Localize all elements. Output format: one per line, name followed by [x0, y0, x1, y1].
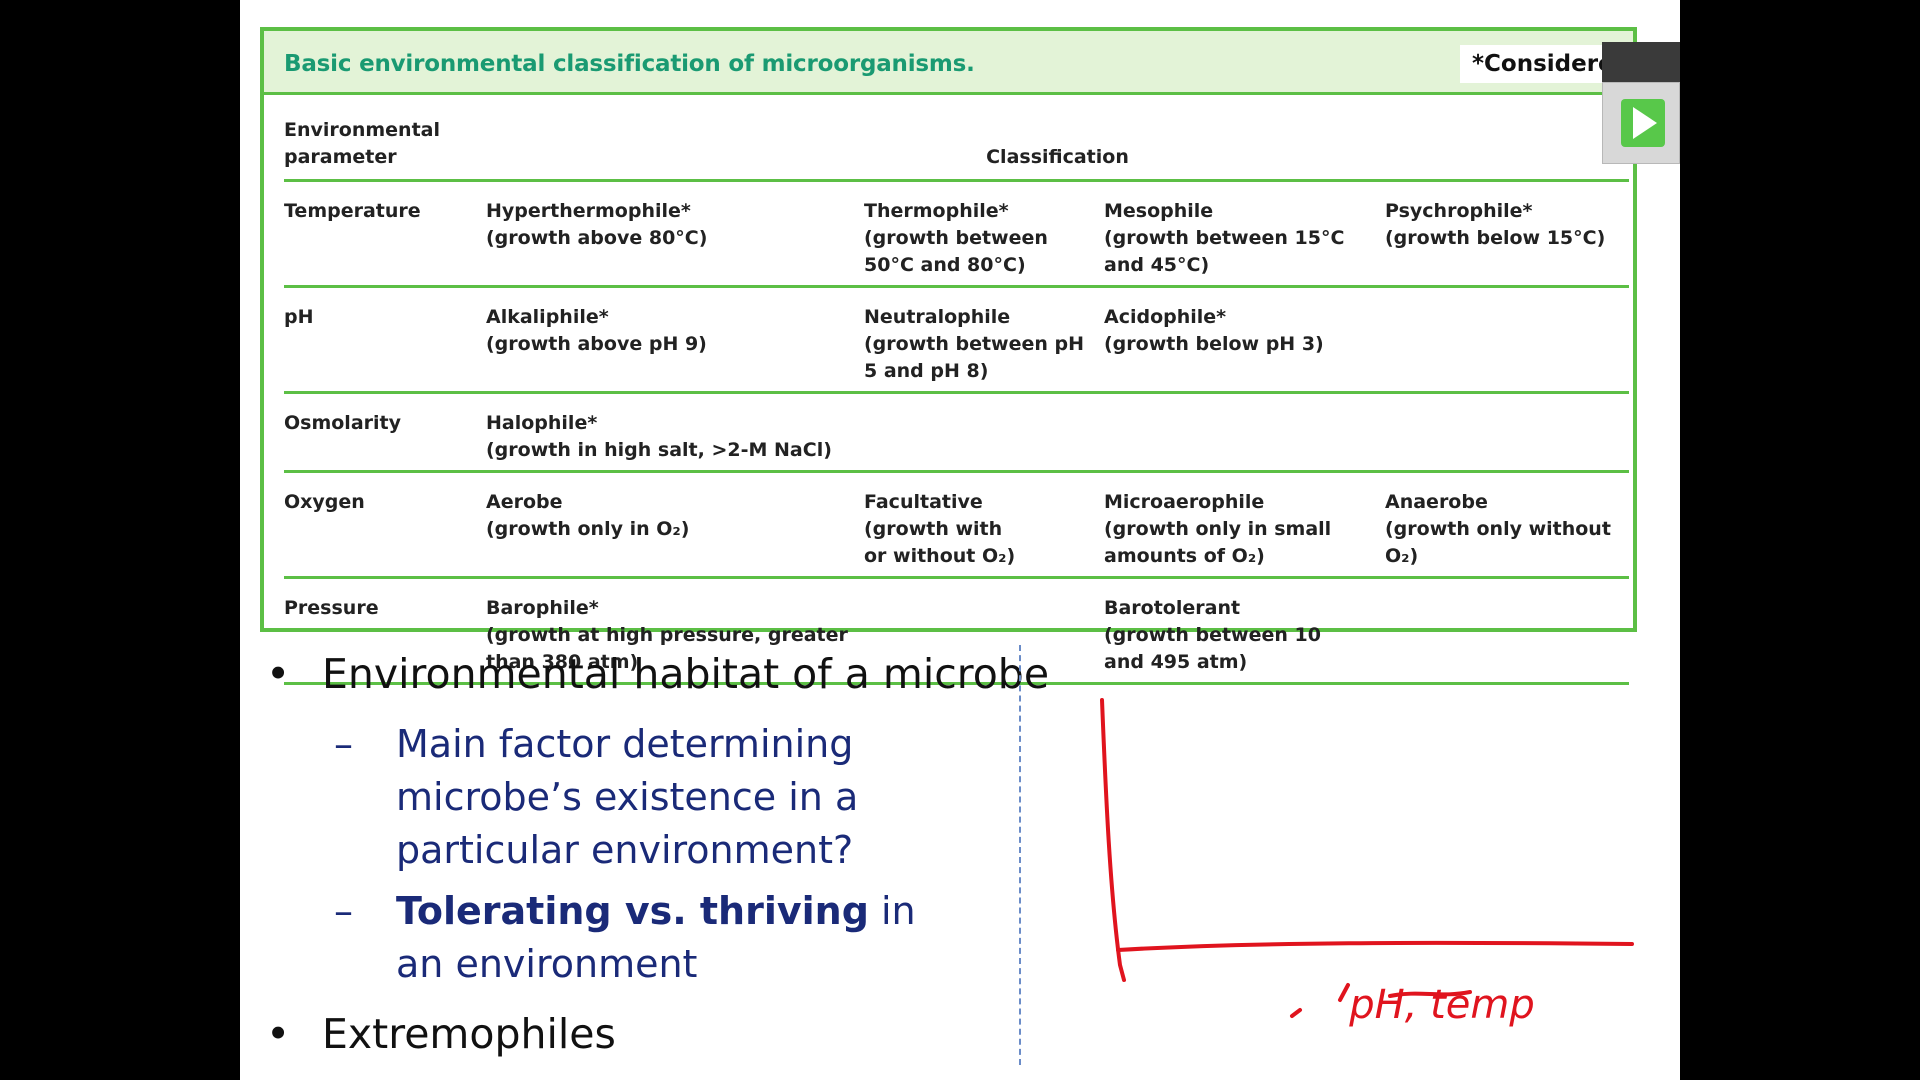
table-cell: Anaerobe (growth only without O₂): [1385, 471, 1629, 579]
table-cell: [1385, 286, 1629, 394]
sub-bullet-dash: –: [334, 889, 353, 933]
slide: Basic environmental classification of mi…: [240, 0, 1680, 1080]
table-cell: Mesophile (growth between 15°C and 45°C): [1104, 180, 1385, 288]
play-widget-bar: [1602, 42, 1680, 82]
sub-bullet-text: Tolerating vs. thriving in an environmen…: [396, 885, 974, 991]
table-cell: [1385, 392, 1629, 473]
table-cell: [1385, 577, 1629, 685]
handwritten-axes-drawing: pH, temp: [1100, 698, 1634, 1028]
figure-header: Basic environmental classification of mi…: [264, 31, 1680, 95]
table-cell: Alkaliphile* (growth above pH 9): [486, 286, 864, 394]
sub-bullet-item: – Tolerating vs. thriving in an environm…: [334, 885, 974, 991]
sub-bullet-text: Main factor determining microbe’s existe…: [396, 722, 859, 872]
table-cell: Aerobe (growth only in O₂): [486, 471, 864, 579]
row-parameter: Pressure: [284, 577, 486, 685]
header-parameter: Environmental parameter: [284, 117, 486, 182]
sub-bullet-rest: in an environment: [396, 889, 916, 986]
header-classification: Classification: [486, 117, 1629, 182]
sub-bullet-dash: –: [334, 722, 353, 766]
bullet-dot: •: [266, 1010, 291, 1058]
table-row: Oxygen Aerobe (growth only in O₂) Faculta…: [284, 471, 1629, 579]
bullet-text: Extremophiles: [322, 1010, 616, 1058]
y-axis-stroke: [1100, 698, 1126, 982]
play-icon: [1621, 99, 1665, 147]
table-row: Temperature Hyperthermophile* (growth abo…: [284, 180, 1629, 288]
handwritten-annotation: pH, temp: [1348, 982, 1535, 1028]
table-cell: Hyperthermophile* (growth above 80°C): [486, 180, 864, 288]
video-play-widget[interactable]: [1602, 42, 1680, 164]
table-cell: Acidophile* (growth below pH 3): [1104, 286, 1385, 394]
table-cell: Barotolerant (growth between 10 and 495 at…: [1104, 577, 1385, 685]
annotation-scribble: [1290, 983, 1472, 1018]
bullet-item: • Extremophiles: [266, 1010, 616, 1058]
table-cell: Facultative (growth with or without O₂): [864, 471, 1104, 579]
table-cell: Thermophile* (growth between 50°C and 80°C…: [864, 180, 1104, 288]
row-parameter: Oxygen: [284, 471, 486, 579]
classification-figure: Basic environmental classification of mi…: [260, 27, 1680, 685]
table-cell: [864, 577, 1104, 685]
table-cell: Microaerophile (growth only in small amoun…: [1104, 471, 1385, 579]
play-button[interactable]: [1602, 82, 1680, 164]
figure-title: Basic environmental classification of mi…: [284, 51, 975, 77]
bullet-item: • Environmental habitat of a microbe: [266, 650, 1049, 698]
sub-bullet-item: – Main factor determining microbe’s exis…: [334, 718, 974, 877]
table-cell: [1104, 392, 1385, 473]
dashed-divider: [1019, 645, 1021, 1065]
table-cell: Barophile* (growth at high pressure, grea…: [486, 577, 864, 685]
table-cell: Psychrophile* (growth below 15°C): [1385, 180, 1629, 288]
row-parameter: pH: [284, 286, 486, 394]
sub-bullet-bold: Tolerating vs. thriving: [396, 889, 869, 933]
table-cell: Halophile* (growth in high salt, >2-M NaC…: [486, 392, 1104, 473]
table-row: pH Alkaliphile* (growth above pH 9) Neutr…: [284, 286, 1629, 394]
row-parameter: Osmolarity: [284, 392, 486, 473]
row-parameter: Temperature: [284, 180, 486, 288]
table-cell: Neutralophile (growth between pH 5 and pH …: [864, 286, 1104, 394]
table-row: Pressure Barophile* (growth at high press…: [284, 577, 1629, 685]
classification-table: Environmental parameter Classification T…: [284, 117, 1629, 685]
bullet-text: Environmental habitat of a microbe: [322, 650, 1050, 698]
x-axis-stroke: [1116, 940, 1634, 952]
table-row: Osmolarity Halophile* (growth in high sal…: [284, 392, 1629, 473]
table-header-row: Environmental parameter Classification: [284, 117, 1629, 182]
bullet-dot: •: [266, 650, 291, 698]
